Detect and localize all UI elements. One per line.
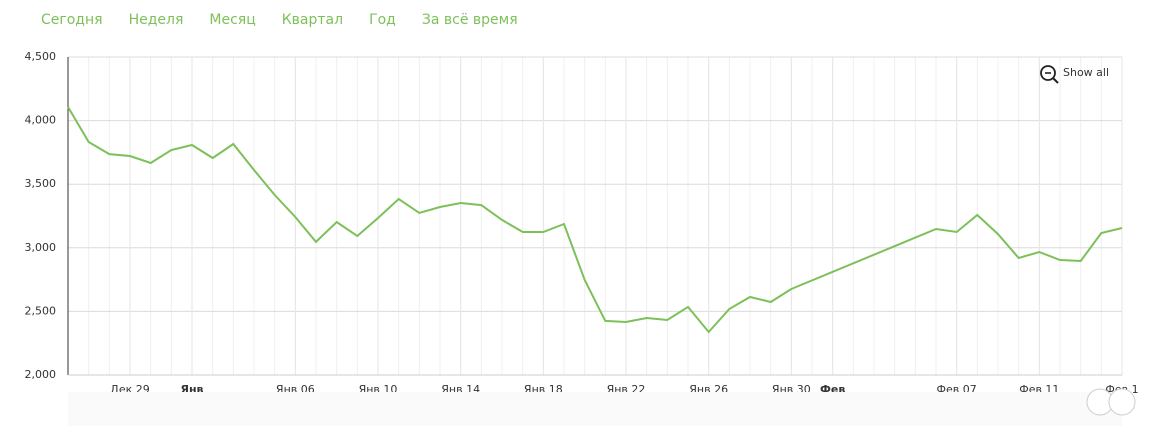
show-all-button[interactable]: Show all xyxy=(1040,65,1109,84)
series-line xyxy=(67,106,1123,334)
y-tick-label: 4,500 xyxy=(25,50,57,63)
navigator xyxy=(68,392,1122,426)
period-tabs: Сегодня Неделя Месяц Квартал Год За всё время xyxy=(41,12,518,28)
period-tab[interactable]: Квартал xyxy=(281,12,344,28)
zoom-icon-handle xyxy=(1052,77,1059,84)
y-tick-label: 3,500 xyxy=(25,177,57,190)
y-tick-label: 4,000 xyxy=(25,114,57,127)
y-tick-label: 2,500 xyxy=(25,304,57,317)
zoom-icon xyxy=(1040,65,1056,81)
period-tab[interactable]: Месяц xyxy=(209,12,256,28)
period-tab[interactable]: За всё время xyxy=(421,12,518,28)
period-tab[interactable]: Сегодня xyxy=(41,12,103,28)
show-all-label: Show all xyxy=(1063,66,1109,79)
period-tab[interactable]: Неделя xyxy=(128,12,184,28)
navigator-handle[interactable] xyxy=(1108,388,1136,416)
y-tick-label: 3,000 xyxy=(25,241,57,254)
period-tab[interactable]: Год xyxy=(369,12,396,28)
y-tick-label: 2,000 xyxy=(25,368,57,381)
